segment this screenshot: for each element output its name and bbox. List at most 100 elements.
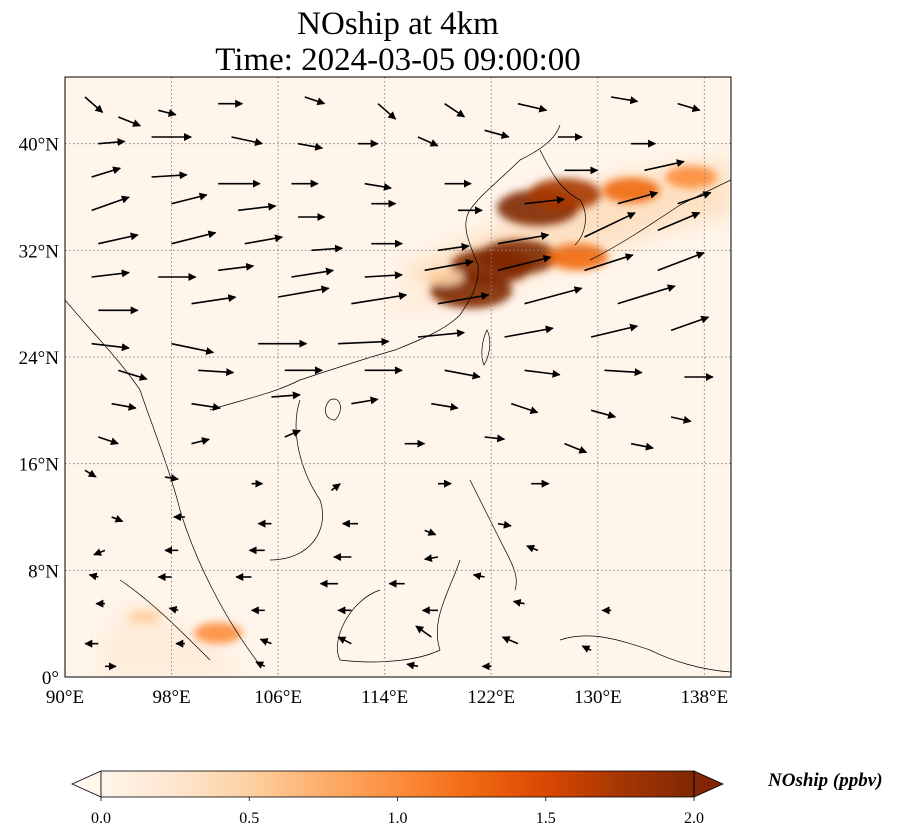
colorbar-extend-low: [71, 770, 102, 798]
wind-arrow: [444, 369, 481, 380]
wind-arrow: [657, 251, 705, 272]
wind-arrow: [564, 442, 588, 454]
wind-arrow: [484, 129, 510, 139]
wind-arrow: [117, 116, 142, 127]
wind-arrow: [517, 102, 548, 113]
wind-arrow: [91, 195, 130, 212]
wind-arrow: [168, 605, 179, 614]
wind-arrow: [151, 171, 188, 180]
map-title-line-1: NOship at 4km: [297, 6, 499, 42]
wind-arrow: [291, 267, 335, 278]
wind-arrow: [617, 190, 659, 205]
wind-arrow: [415, 625, 432, 638]
wind-arrow: [431, 402, 459, 411]
wind-arrow: [98, 232, 139, 245]
wind-arrow: [259, 638, 272, 646]
longitude-tick-labels: 90°E 98°E 106°E 114°E 122°E 130°E 138°E: [46, 687, 728, 708]
wind-arrow: [231, 136, 264, 147]
wind-arrow: [111, 515, 124, 523]
lat-tick-label: 24°N: [19, 348, 60, 369]
concentration-hotspot: [547, 243, 608, 271]
wind-arrow: [417, 136, 439, 147]
wind-arrow: [88, 572, 99, 581]
colorbar-tick-label: 0.0: [91, 810, 111, 827]
wind-arrow: [84, 469, 97, 478]
wind-arrow: [437, 242, 470, 252]
wind-arrow: [191, 437, 210, 445]
wind-arrow: [271, 391, 301, 400]
wind-arrow: [501, 636, 519, 645]
wind-arrow: [84, 96, 104, 114]
wind-arrow: [311, 244, 344, 253]
wind-arrow: [191, 402, 221, 411]
wind-arrow: [158, 109, 177, 117]
colorbar-label: NOship (ppbv): [768, 770, 883, 791]
wind-arrow: [91, 166, 122, 178]
colorbar: 0.0 0.5 1.0 1.5 2.0: [71, 770, 724, 827]
wind-arrow: [472, 572, 485, 581]
wind-arrow: [610, 96, 639, 105]
map-frame: [64, 76, 732, 678]
lon-tick-label: 122°E: [467, 687, 515, 708]
wind-arrow: [351, 292, 408, 305]
colorbar-gradient: [100, 770, 695, 798]
wind-arrow: [364, 271, 403, 280]
lon-tick-label: 98°E: [152, 687, 190, 708]
wind-arrow: [91, 342, 130, 352]
wind-arrow: [644, 159, 685, 172]
wind-arrow: [330, 483, 341, 492]
wind-arrow: [657, 211, 701, 232]
colorbar-extend-high: [693, 770, 724, 798]
wind-arrow: [171, 192, 208, 205]
wind-arrow: [304, 96, 326, 106]
lon-tick-label: 90°E: [46, 687, 84, 708]
concentration-hotspot: [528, 178, 601, 211]
wind-arrow: [238, 202, 277, 212]
wind-arrow: [581, 645, 592, 653]
wind-arrow: [617, 284, 676, 305]
wind-arrow: [524, 286, 583, 305]
lat-tick-label: 8°N: [28, 561, 59, 582]
colorbar-tick-label: 1.5: [536, 810, 556, 827]
wind-arrow: [510, 402, 539, 414]
wind-arrow: [424, 258, 474, 272]
wind-arrow: [218, 262, 255, 272]
wind-arrow: [590, 323, 639, 338]
concentration-hotspot: [425, 268, 464, 286]
wind-arrow: [191, 294, 237, 305]
wind-arrow: [526, 544, 539, 553]
latitude-tick-labels: 0° 8°N 16°N 24°N 32°N 40°N: [19, 135, 60, 689]
colorbar-ticks: 0.0 0.5 1.0 1.5 2.0: [91, 797, 704, 827]
lat-tick-label: 32°N: [19, 241, 60, 262]
wind-arrow: [670, 415, 692, 424]
wind-arrow: [630, 442, 654, 451]
colorbar-tick-label: 2.0: [684, 810, 704, 827]
wind-arrow: [255, 661, 266, 669]
wind-arrow: [277, 285, 330, 298]
concentration-hotspot: [665, 165, 717, 189]
lon-tick-label: 138°E: [681, 687, 729, 708]
colorbar-tick-label: 1.0: [388, 810, 408, 827]
wind-arrow: [423, 554, 439, 562]
wind-arrow: [444, 103, 466, 118]
wind-arrow: [98, 138, 126, 147]
wind-arrow: [198, 368, 235, 377]
lat-tick-label: 16°N: [19, 455, 60, 476]
wind-arrow: [497, 232, 550, 245]
lon-tick-label: 106°E: [254, 687, 302, 708]
wind-arrow: [504, 325, 554, 338]
wind-vectors: [84, 96, 714, 671]
map-background: [65, 77, 731, 677]
wind-arrow: [284, 429, 301, 438]
wind-arrow: [670, 315, 710, 332]
wind-arrow: [590, 409, 617, 419]
wind-arrow: [111, 402, 137, 411]
wind-arrow: [497, 254, 552, 272]
wind-arrow: [297, 142, 324, 151]
wind-arrow: [524, 369, 561, 378]
lat-tick-label: 0°: [42, 668, 59, 689]
wind-arrow: [338, 337, 390, 346]
wind-arrow: [351, 396, 379, 405]
wind-arrow: [512, 598, 525, 607]
